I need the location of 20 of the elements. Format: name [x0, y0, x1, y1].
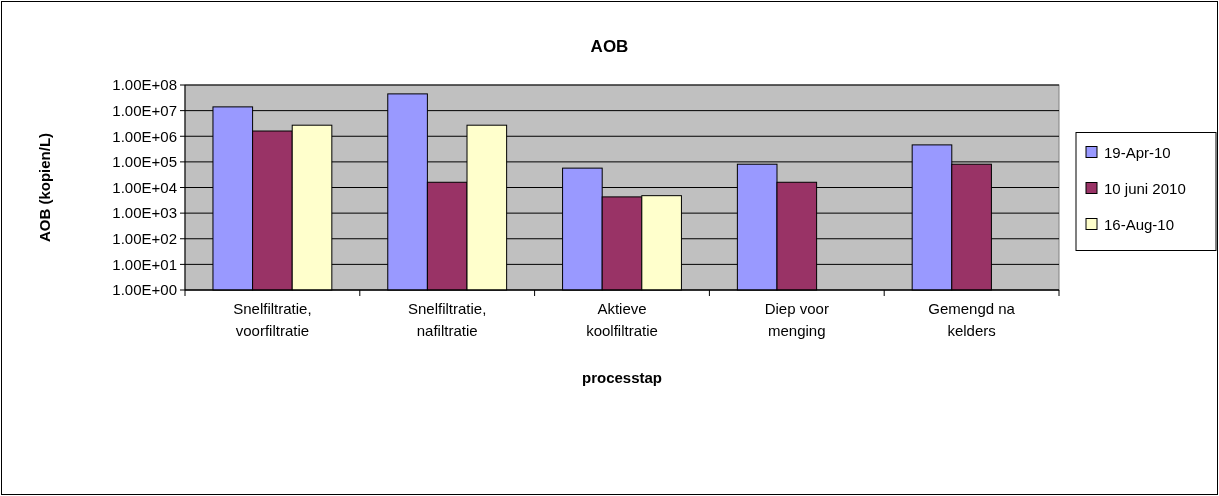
chart-title: AOB	[590, 37, 629, 56]
y-tick-label: 1.00E+00	[112, 281, 177, 299]
legend-label: 16-Aug-10	[1104, 215, 1175, 233]
x-tick-label: Gemengd na kelders	[928, 300, 1016, 339]
x-tick-label: Snelfiltratie, voorfiltratie	[233, 300, 312, 339]
legend-label: 10 juni 2010	[1104, 179, 1186, 197]
y-tick-label: 1.00E+01	[112, 255, 177, 273]
y-tick-label: 1.00E+03	[112, 204, 177, 222]
y-tick-label: 1.00E+06	[112, 127, 177, 145]
y-tick-label: 1.00E+07	[112, 101, 177, 119]
y-tick-label: 1.00E+08	[112, 76, 177, 94]
x-tick-label: Snelfiltratie, nafiltratie	[408, 300, 487, 339]
x-tick-label: Aktieve koolfiltratie	[586, 300, 658, 339]
x-tick-label: Diep voor menging	[764, 300, 829, 339]
y-axis-title: AOB (kopien/L)	[36, 132, 53, 243]
legend-label: 19-Apr-10	[1104, 143, 1171, 161]
y-tick-label: 1.00E+05	[112, 153, 177, 171]
x-axis-title: processtap	[581, 369, 663, 386]
y-tick-label: 1.00E+02	[112, 230, 177, 247]
y-tick-label: 1.00E+04	[112, 178, 177, 196]
